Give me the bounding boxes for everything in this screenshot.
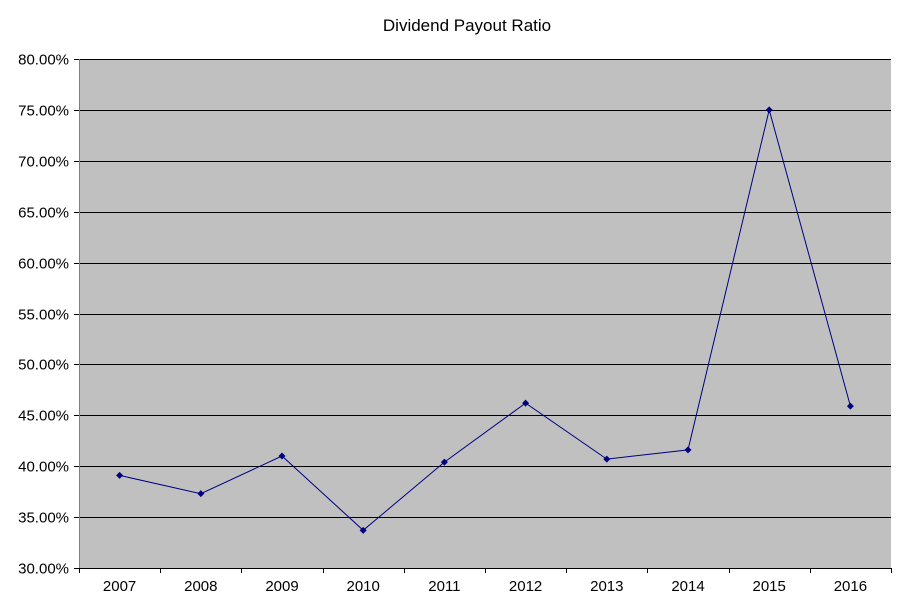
x-tick-label: 2014 bbox=[671, 578, 704, 595]
y-tick-label: 35.00% bbox=[18, 510, 69, 527]
plot-area bbox=[79, 59, 891, 568]
y-tick-label: 80.00% bbox=[18, 52, 69, 69]
x-tick-label: 2012 bbox=[509, 578, 542, 595]
y-tick-label: 75.00% bbox=[18, 103, 69, 120]
x-tick-label: 2009 bbox=[265, 578, 298, 595]
data-point-2007 bbox=[116, 471, 124, 479]
data-point-2009 bbox=[278, 452, 286, 460]
y-axis-tick-labels: 30.00% 35.00% 40.00% 45.00% 50.00% 55.00% 60.0… bbox=[18, 52, 69, 578]
data-point-2008 bbox=[197, 490, 205, 498]
x-tick-label: 2008 bbox=[184, 578, 217, 595]
y-tick-label: 40.00% bbox=[18, 459, 69, 476]
x-tick-label: 2015 bbox=[753, 578, 786, 595]
x-axis-tick-labels: 2007 2008 2009 2010 2011 2012 2013 2014 2015 2016 bbox=[103, 578, 867, 595]
x-tick-label: 2010 bbox=[347, 578, 380, 595]
y-tick-label: 55.00% bbox=[18, 307, 69, 324]
gridlines bbox=[79, 59, 891, 518]
data-point-2013 bbox=[603, 455, 611, 463]
x-tick-label: 2011 bbox=[428, 578, 460, 595]
series-line-layer bbox=[119, 109, 851, 531]
data-point-2010 bbox=[359, 526, 367, 534]
y-tick-label: 60.00% bbox=[18, 256, 69, 273]
y-tick-label: 50.00% bbox=[18, 357, 69, 374]
data-point-2011 bbox=[440, 458, 448, 466]
data-point-2014 bbox=[684, 446, 692, 454]
data-point-2012 bbox=[522, 399, 530, 407]
y-tick-label: 70.00% bbox=[18, 154, 69, 171]
y-tick-label: 30.00% bbox=[18, 561, 69, 578]
x-tick-label: 2007 bbox=[103, 578, 136, 595]
y-tick-label: 45.00% bbox=[18, 408, 69, 425]
data-markers bbox=[116, 106, 854, 534]
chart-title: Dividend Payout Ratio bbox=[383, 16, 551, 35]
data-point-2016 bbox=[846, 402, 854, 410]
axes bbox=[74, 59, 892, 573]
series-line bbox=[119, 109, 851, 531]
y-tick-label: 65.00% bbox=[18, 205, 69, 222]
x-tick-label: 2013 bbox=[590, 578, 623, 595]
x-tick-label: 2016 bbox=[834, 578, 867, 595]
data-point-2015 bbox=[765, 106, 773, 114]
